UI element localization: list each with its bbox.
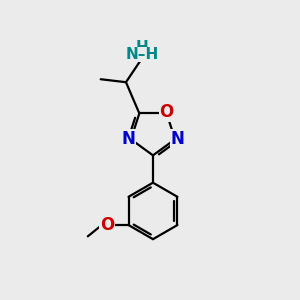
Text: N: N: [122, 130, 136, 148]
Text: N: N: [170, 130, 184, 148]
Text: H: H: [136, 40, 149, 55]
Text: O: O: [100, 216, 114, 234]
Text: N–H: N–H: [126, 47, 159, 62]
Text: O: O: [160, 103, 174, 121]
